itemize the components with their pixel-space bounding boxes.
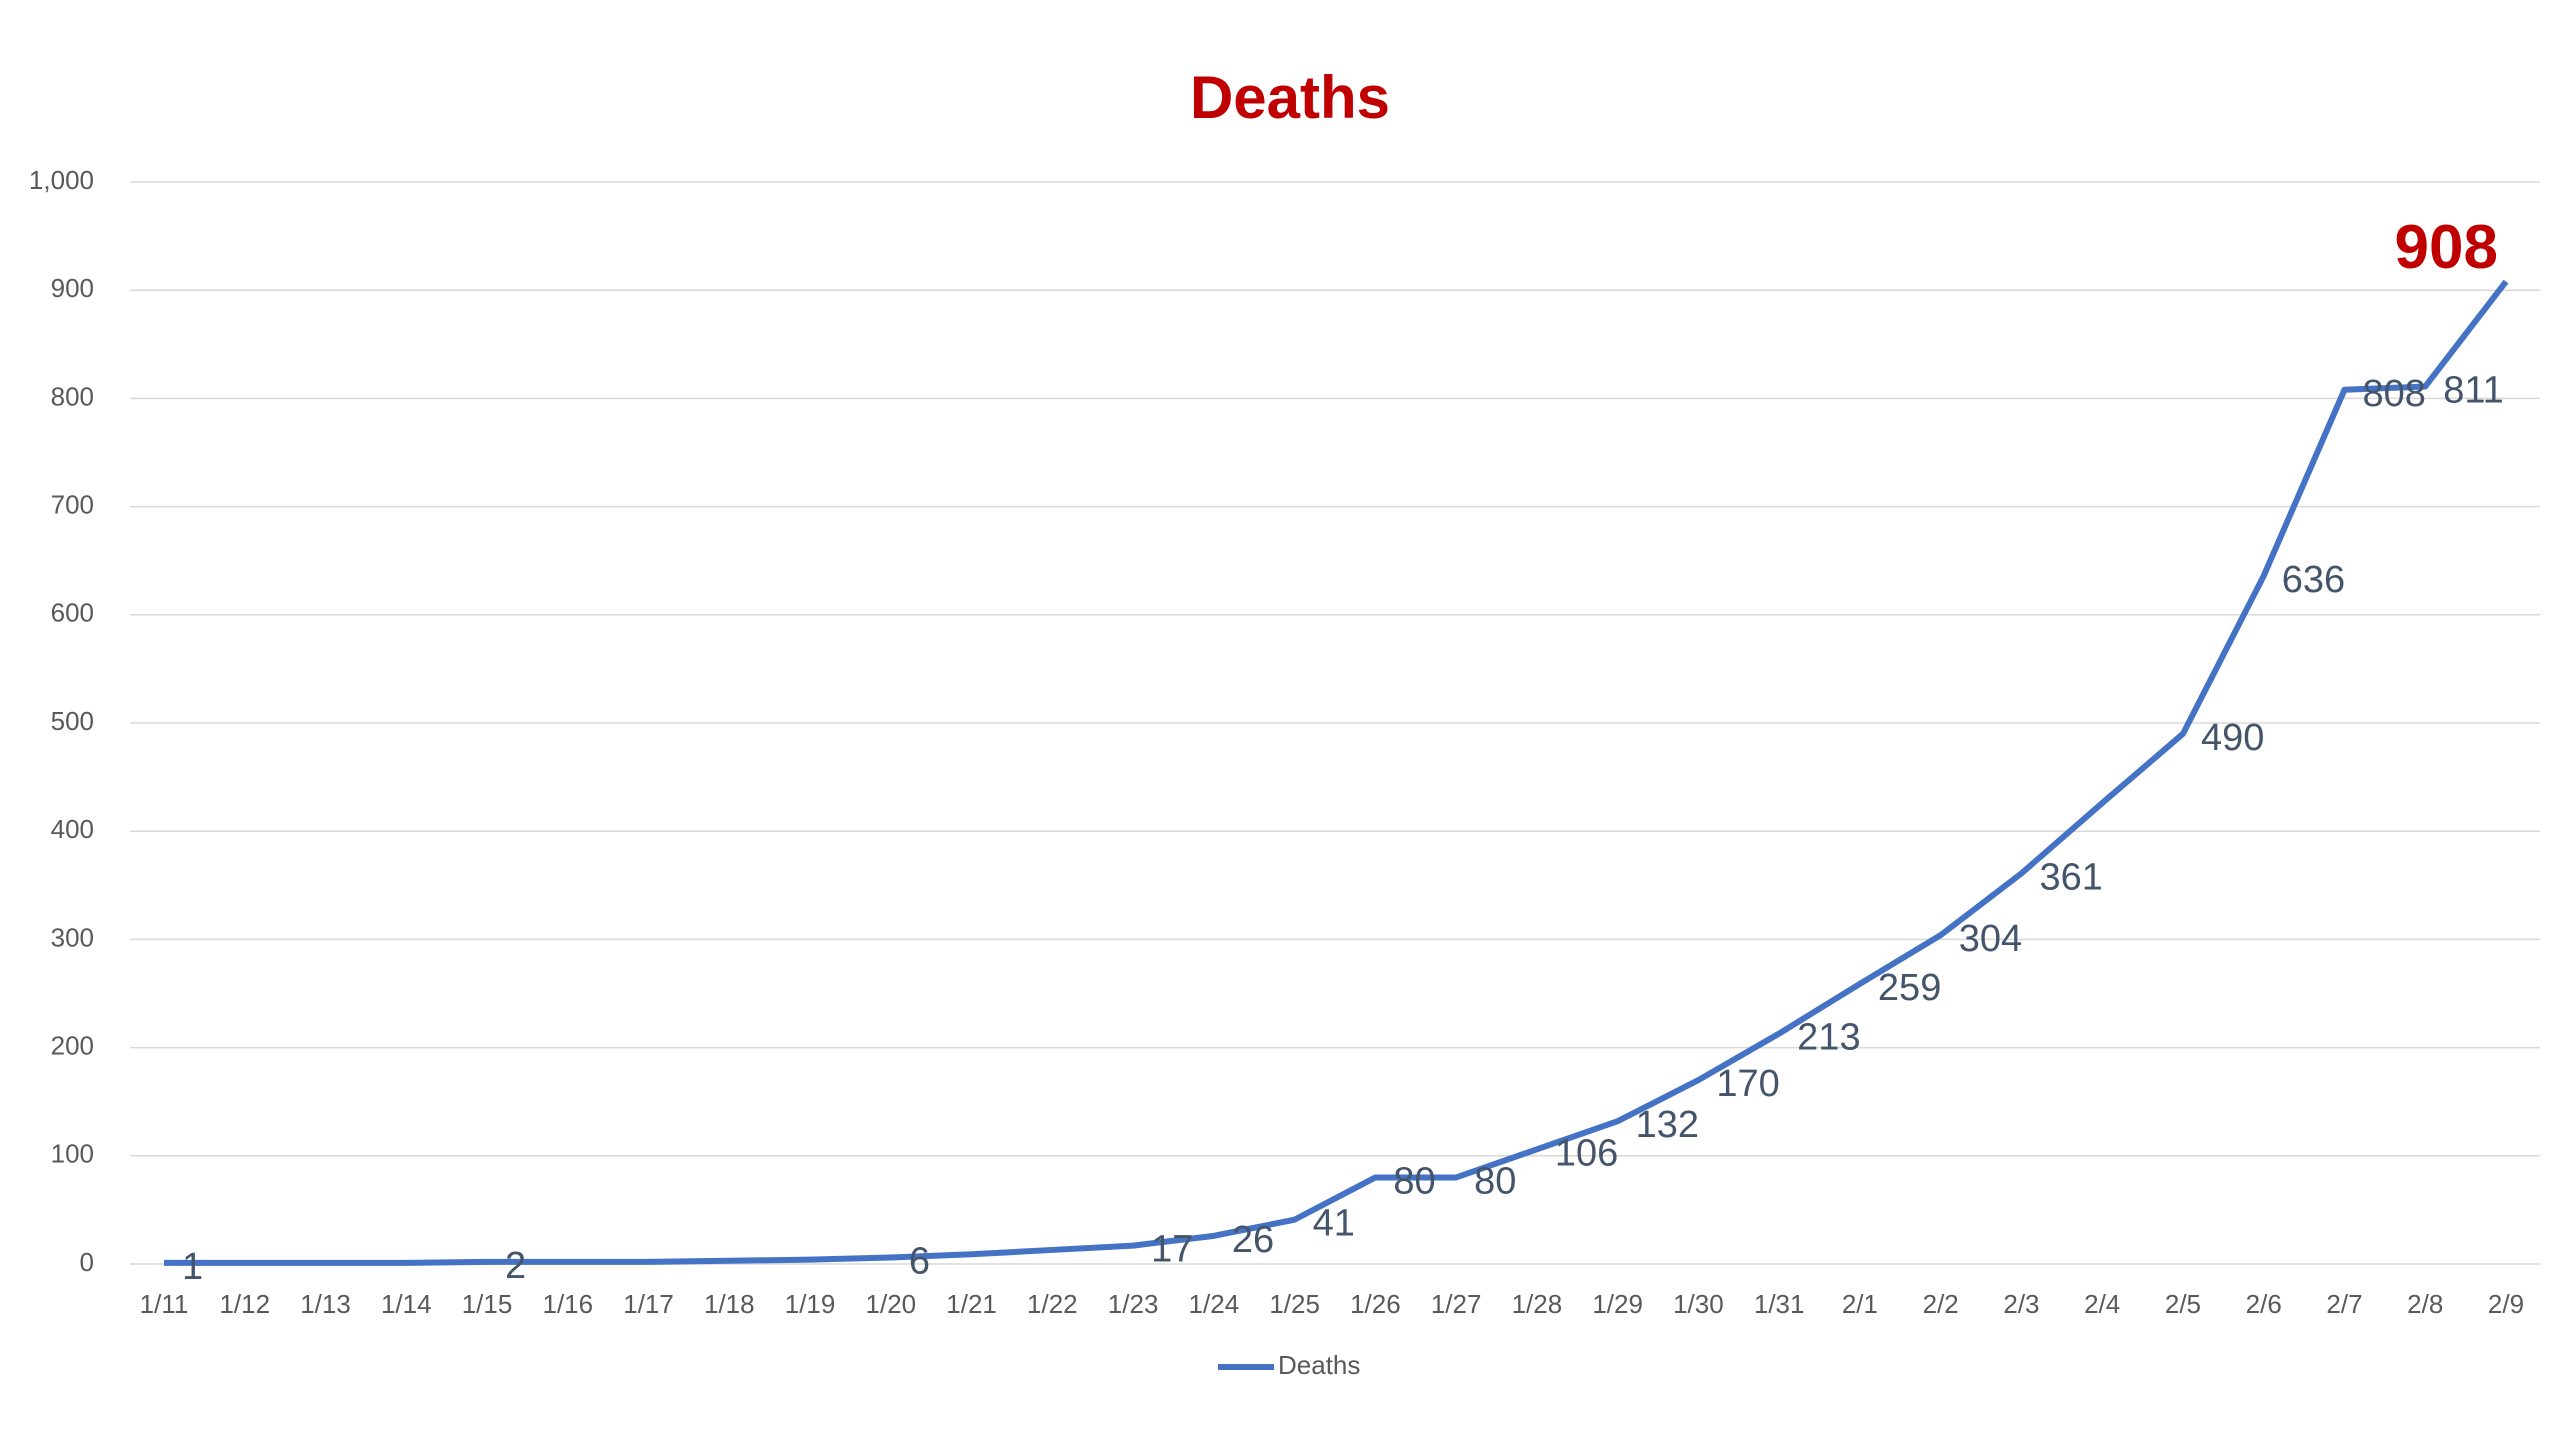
x-tick-label: 1/12 — [219, 1289, 270, 1319]
legend-label: Deaths — [1278, 1350, 1360, 1380]
y-tick-label: 100 — [51, 1139, 94, 1169]
x-tick-label: 1/18 — [704, 1289, 755, 1319]
y-tick-label: 1,000 — [29, 165, 94, 195]
y-tick-label: 900 — [51, 273, 94, 303]
x-tick-label: 1/31 — [1754, 1289, 1805, 1319]
x-tick-label: 1/25 — [1269, 1289, 1320, 1319]
data-label: 170 — [1716, 1063, 1779, 1105]
data-label: 26 — [1232, 1219, 1274, 1261]
y-tick-label: 300 — [51, 922, 94, 952]
data-label: 304 — [1959, 918, 2022, 960]
data-label: 6 — [909, 1241, 930, 1283]
data-label: 490 — [2201, 717, 2264, 759]
x-tick-label: 1/16 — [542, 1289, 593, 1319]
data-label: 80 — [1393, 1160, 1435, 1202]
x-tick-label: 2/7 — [2326, 1289, 2362, 1319]
x-tick-label: 1/14 — [381, 1289, 432, 1319]
x-tick-label: 1/11 — [140, 1289, 189, 1319]
data-label: 361 — [2039, 856, 2102, 898]
data-label: 41 — [1313, 1203, 1355, 1245]
data-label: 213 — [1797, 1017, 1860, 1059]
data-label: 132 — [1636, 1104, 1699, 1146]
y-tick-label: 500 — [51, 706, 94, 736]
y-tick-label: 600 — [51, 598, 94, 628]
x-tick-label: 2/5 — [2165, 1289, 2201, 1319]
data-label: 808 — [2362, 373, 2425, 415]
data-label: 80 — [1474, 1160, 1516, 1202]
x-tick-label: 1/24 — [1189, 1289, 1240, 1319]
x-tick-label: 1/30 — [1673, 1289, 1724, 1319]
x-tick-label: 2/3 — [2003, 1289, 2039, 1319]
x-tick-label: 1/20 — [866, 1289, 917, 1319]
y-tick-label: 400 — [51, 814, 94, 844]
x-tick-label: 1/29 — [1592, 1289, 1643, 1319]
x-tick-label: 2/8 — [2407, 1289, 2443, 1319]
data-label: 1 — [182, 1246, 203, 1288]
data-label: 17 — [1151, 1229, 1193, 1271]
x-tick-label: 1/15 — [462, 1289, 513, 1319]
y-tick-label: 800 — [51, 381, 94, 411]
data-label: 811 — [2443, 370, 2504, 412]
chart-title: Deaths — [1190, 64, 1390, 131]
x-tick-label: 1/17 — [623, 1289, 674, 1319]
x-tick-label: 1/19 — [785, 1289, 836, 1319]
x-tick-label: 1/27 — [1431, 1289, 1482, 1319]
y-tick-label: 200 — [51, 1030, 94, 1060]
x-tick-label: 2/4 — [2084, 1289, 2120, 1319]
data-label: 636 — [2282, 559, 2345, 601]
x-tick-label: 1/28 — [1512, 1289, 1563, 1319]
x-tick-label: 2/1 — [1842, 1289, 1878, 1319]
data-label: 2 — [505, 1245, 526, 1287]
x-tick-label: 2/9 — [2488, 1289, 2524, 1319]
y-tick-label: 700 — [51, 489, 94, 519]
x-tick-label: 1/23 — [1108, 1289, 1159, 1319]
y-tick-label: 0 — [80, 1247, 94, 1277]
x-tick-label: 1/13 — [300, 1289, 351, 1319]
data-label: 259 — [1878, 967, 1941, 1009]
x-tick-label: 2/6 — [2246, 1289, 2282, 1319]
line — [164, 279, 2509, 1266]
data-label: 908 — [2395, 213, 2498, 282]
x-tick-label: 1/21 — [946, 1289, 997, 1319]
x-tick-label: 2/2 — [1923, 1289, 1959, 1319]
data-label: 106 — [1555, 1132, 1618, 1174]
x-tick-label: 1/26 — [1350, 1289, 1401, 1319]
x-tick-label: 1/22 — [1027, 1289, 1078, 1319]
